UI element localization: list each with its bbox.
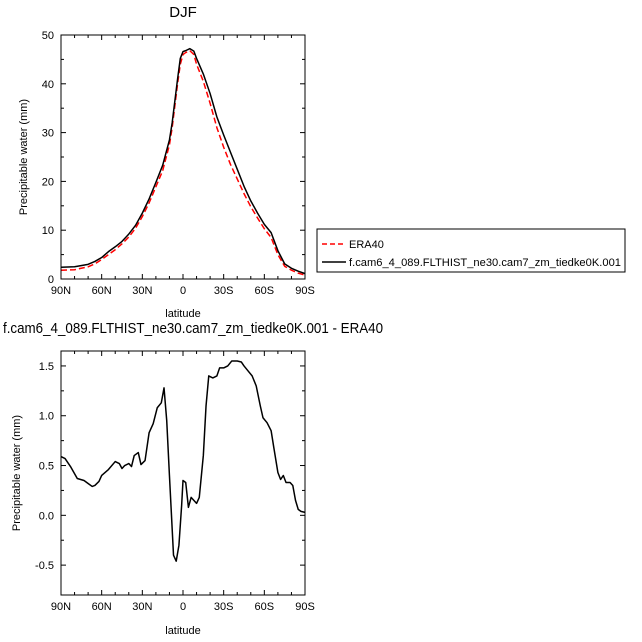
- legend-label-model: f.cam6_4_089.FLTHIST_ne30.cam7_zm_tiedke…: [349, 257, 621, 269]
- bottom-y-tick-label: 0.0: [39, 510, 54, 522]
- top-plot-frame: [60, 34, 306, 280]
- bottom-x-tick-label: 60N: [92, 601, 112, 613]
- top-x-axis-label: latitude: [165, 308, 200, 320]
- top-y-tick-label: 20: [42, 176, 54, 188]
- top-y-tick-label: 30: [42, 128, 54, 140]
- top-series-line-1: [60, 47, 306, 275]
- legend: ERA40 f.cam6_4_089.FLTHIST_ne30.cam7_zm_…: [316, 228, 626, 273]
- bottom-y-axis-label: Precipitable water (mm): [11, 415, 23, 531]
- bottom-x-tick-label: 30N: [132, 601, 152, 613]
- top-y-axis-label: Precipitable water (mm): [18, 99, 30, 215]
- bottom-y-tick-label: 1.0: [39, 411, 54, 423]
- top-x-tick-label: 60N: [92, 285, 112, 297]
- top-title: DJF: [169, 4, 197, 21]
- bottom-plot-frame: [60, 350, 306, 596]
- top-series-lines: [60, 47, 306, 276]
- legend-box: [316, 228, 626, 273]
- top-ticks: [60, 34, 306, 280]
- bottom-panel: f.cam6_4_089.FLTHIST_ne30.cam7_zm_tiedke…: [3, 320, 383, 637]
- top-y-tick-label: 10: [42, 225, 54, 237]
- top-panel: DJF Precipitable water (mm) latitude 90N…: [18, 4, 315, 320]
- top-x-tick-label: 30S: [214, 285, 234, 297]
- top-x-tick-label: 60S: [255, 285, 275, 297]
- top-y-tick-label: 0: [48, 274, 54, 286]
- bottom-y-tick-label: 1.5: [39, 361, 54, 373]
- bottom-x-tick-label: 0: [180, 601, 186, 613]
- top-y-tick-label: 40: [42, 79, 54, 91]
- bottom-x-tick-label: 30S: [214, 601, 234, 613]
- bottom-series-lines: [60, 360, 306, 562]
- top-y-tick-label: 50: [42, 30, 54, 42]
- bottom-x-tick-label: 90N: [51, 601, 71, 613]
- bottom-x-tick-label: 90S: [295, 601, 315, 613]
- bottom-tick-labels: 90N 60N 30N 0 30S 60S 90S -0.5 0.0 0.5 1.0 1.5: [35, 361, 315, 613]
- top-x-tick-label: 30N: [132, 285, 152, 297]
- legend-label-era40: ERA40: [349, 239, 384, 251]
- bottom-x-tick-label: 60S: [255, 601, 275, 613]
- top-tick-labels: 90N 60N 30N 0 30S 60S 90S 0 10 20 30 40 50: [42, 30, 315, 297]
- bottom-x-axis-label: latitude: [165, 625, 200, 637]
- bottom-ticks: [60, 351, 306, 595]
- top-x-tick-label: 0: [180, 285, 186, 297]
- bottom-y-tick-label: 0.5: [39, 461, 54, 473]
- bottom-title: f.cam6_4_089.FLTHIST_ne30.cam7_zm_tiedke…: [3, 320, 383, 337]
- bottom-series-line-0: [60, 360, 306, 562]
- top-x-tick-label: 90N: [51, 285, 71, 297]
- top-x-tick-label: 90S: [295, 285, 315, 297]
- top-series-line-0: [60, 49, 306, 276]
- bottom-y-tick-label: -0.5: [35, 560, 54, 572]
